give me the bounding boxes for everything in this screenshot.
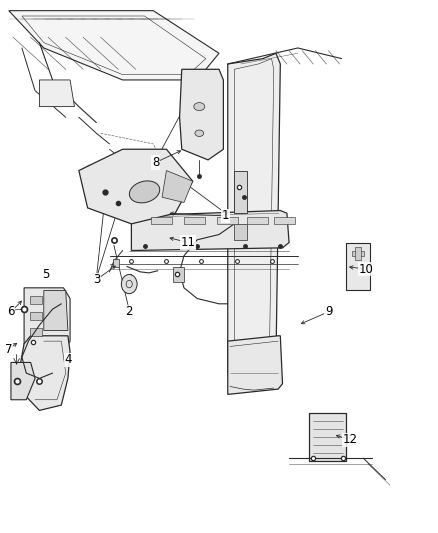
Polygon shape xyxy=(352,251,364,256)
Polygon shape xyxy=(30,328,42,336)
Text: 9: 9 xyxy=(325,305,332,318)
Text: 6: 6 xyxy=(7,305,15,318)
Polygon shape xyxy=(162,171,193,203)
Text: 3: 3 xyxy=(93,273,100,286)
Text: 8: 8 xyxy=(152,156,159,169)
Ellipse shape xyxy=(194,102,205,110)
Polygon shape xyxy=(346,243,370,290)
Text: 7: 7 xyxy=(5,343,13,356)
Polygon shape xyxy=(228,53,280,389)
Polygon shape xyxy=(9,11,219,80)
Text: 1: 1 xyxy=(222,209,230,222)
Text: 5: 5 xyxy=(42,268,49,281)
Polygon shape xyxy=(39,80,74,107)
Polygon shape xyxy=(11,362,35,400)
Polygon shape xyxy=(44,290,68,330)
Polygon shape xyxy=(274,217,295,224)
Polygon shape xyxy=(184,217,205,224)
Polygon shape xyxy=(234,171,247,213)
Polygon shape xyxy=(217,217,238,224)
Ellipse shape xyxy=(129,181,160,203)
Ellipse shape xyxy=(195,130,204,136)
Text: 11: 11 xyxy=(181,236,196,249)
Text: 2: 2 xyxy=(125,305,133,318)
Polygon shape xyxy=(131,211,289,251)
Polygon shape xyxy=(151,217,172,224)
Polygon shape xyxy=(20,336,70,410)
Polygon shape xyxy=(228,336,283,394)
Polygon shape xyxy=(79,149,193,224)
Polygon shape xyxy=(309,413,346,461)
Text: 4: 4 xyxy=(64,353,72,366)
Text: 10: 10 xyxy=(358,263,373,276)
Polygon shape xyxy=(30,312,42,320)
Polygon shape xyxy=(113,259,119,266)
Polygon shape xyxy=(355,247,361,260)
Polygon shape xyxy=(173,266,184,282)
Polygon shape xyxy=(24,288,70,352)
Polygon shape xyxy=(234,224,247,240)
Polygon shape xyxy=(30,296,42,304)
Circle shape xyxy=(121,274,137,294)
Polygon shape xyxy=(247,217,268,224)
Text: 12: 12 xyxy=(343,433,358,446)
Polygon shape xyxy=(180,69,223,160)
